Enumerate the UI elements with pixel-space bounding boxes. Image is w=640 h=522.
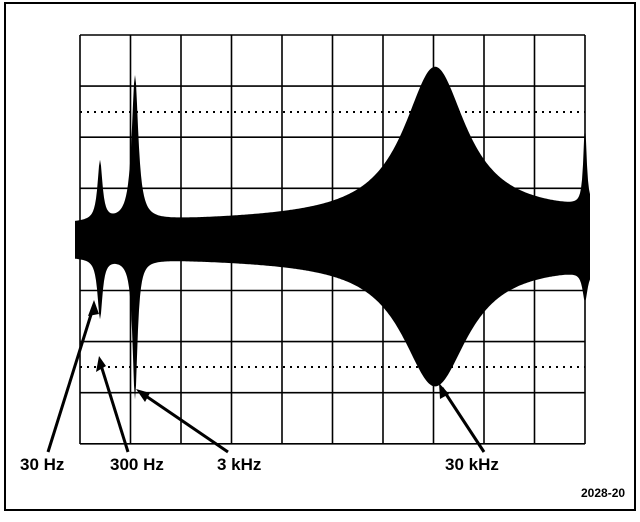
figure-number: 2028-20 xyxy=(581,486,625,500)
label: 3 kHz xyxy=(217,455,261,474)
scope-photo: 30 Hz 300 Hz 3 kHz 30 kHz 2028-20 xyxy=(0,0,640,522)
label: 300 Hz xyxy=(110,455,164,474)
label: 30 Hz xyxy=(20,455,64,474)
label: 30 kHz xyxy=(445,455,499,474)
